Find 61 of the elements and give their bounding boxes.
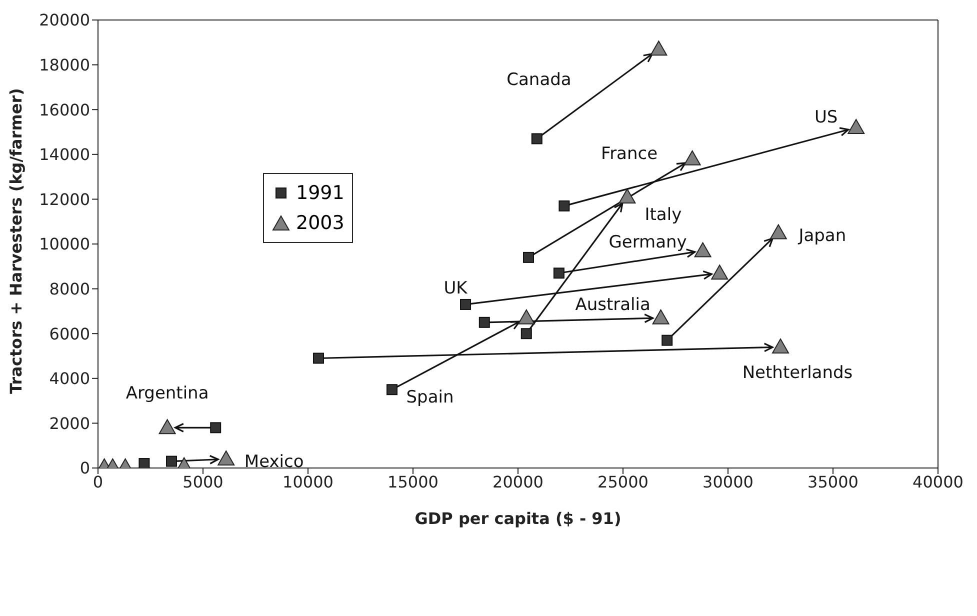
annotation: Italy	[644, 204, 682, 225]
y-tick-label: 6000	[49, 324, 90, 344]
point	[158, 419, 176, 434]
x-axis-title: GDP per capita ($ - 91)	[414, 509, 622, 528]
annotation: Mexico	[244, 452, 304, 472]
annotation: Germany	[608, 232, 687, 253]
annotation: Nethterlands	[742, 363, 853, 384]
y-tick-label: 8000	[49, 279, 90, 298]
y-tick-label: 18000	[39, 55, 90, 74]
annotation: Japan	[798, 226, 846, 246]
x-tick-label: 0	[92, 472, 104, 492]
point	[531, 133, 542, 144]
point	[386, 384, 398, 396]
point	[520, 328, 532, 340]
point	[772, 338, 789, 354]
x-tick-label: 25000	[598, 472, 648, 492]
y-tick-label: 4000	[49, 369, 90, 388]
y-tick-label: 14000	[39, 145, 90, 164]
point	[848, 119, 865, 134]
x-tick-label: 30000	[702, 472, 754, 492]
y-tick-label: 16000	[39, 100, 90, 120]
annotation: UK	[444, 278, 468, 298]
annotation: US	[814, 108, 838, 128]
point	[770, 224, 787, 240]
x-tick-label: 35000	[808, 472, 858, 492]
point	[523, 252, 534, 263]
x-tick-label: 5000	[182, 472, 224, 492]
point	[652, 309, 670, 324]
point	[684, 150, 701, 166]
point	[138, 458, 150, 468]
y-tick-label: 0	[80, 458, 90, 478]
point	[460, 298, 471, 310]
point	[650, 40, 668, 56]
point	[694, 242, 712, 258]
annotation: Argentina	[126, 384, 209, 404]
point	[518, 309, 535, 324]
point	[553, 268, 564, 279]
x-tick-label: 20000	[492, 472, 544, 492]
point	[218, 450, 235, 466]
legend-label: 2003	[296, 211, 344, 236]
point	[166, 456, 177, 467]
y-tick-label: 20000	[39, 10, 90, 30]
annotation: Australia	[575, 294, 650, 315]
y-axis-title: Tractors + Harvesters (kg/farmer)	[6, 88, 26, 394]
x-tick-label: 15000	[388, 472, 438, 492]
annotation: Spain	[406, 388, 454, 408]
x-tick-label: 40000	[912, 472, 964, 492]
legend-label: 1991	[296, 181, 344, 206]
y-tick-label: 2000	[49, 414, 90, 433]
y-tick-label: 12000	[39, 190, 90, 209]
x-tick-label: 10000	[282, 472, 334, 492]
point	[662, 334, 673, 346]
annotation: Canada	[506, 70, 572, 90]
annotation: France	[601, 144, 658, 164]
point	[618, 188, 636, 204]
point	[558, 200, 570, 212]
y-tick-label: 10000	[39, 234, 90, 254]
point	[478, 316, 490, 328]
point	[711, 264, 728, 280]
point	[313, 352, 324, 364]
point	[210, 422, 222, 434]
